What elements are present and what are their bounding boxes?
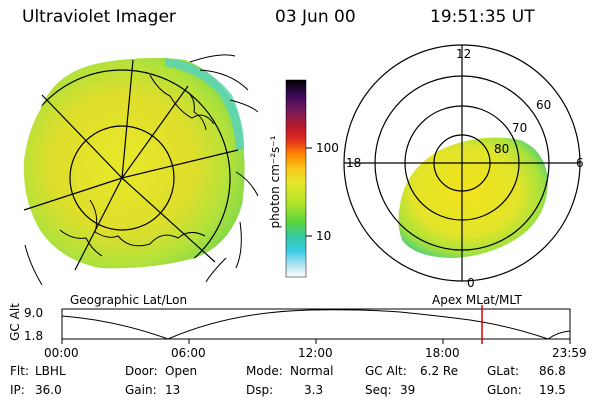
alt-ytick-9: 9.0 <box>24 306 44 320</box>
aurora-left <box>23 57 245 269</box>
polar-panel <box>343 44 581 282</box>
dsp-value: 3.3 <box>304 383 324 397</box>
seq-value: 39 <box>400 383 416 397</box>
mlt-label-18: 18 <box>346 156 362 170</box>
xtick-1200: 12:00 <box>298 346 333 360</box>
mode-label: Mode: <box>246 364 283 378</box>
glat-label: GLat: <box>487 364 520 378</box>
lat-label-60: 60 <box>536 98 552 112</box>
gain-label: Gain: <box>125 383 157 397</box>
xtick-2359: 23:59 <box>552 346 587 360</box>
date-label: 03 Jun 00 <box>275 7 356 27</box>
altitude-plot <box>61 305 571 344</box>
app-title: Ultraviolet Imager <box>22 7 176 27</box>
colorbar-tick-10: 10 <box>316 229 332 243</box>
xtick-0600: 06:00 <box>171 346 206 360</box>
time-label: 19:51:35 UT <box>430 7 535 27</box>
alt-ytick-1-8: 1.8 <box>24 329 44 343</box>
geographic-panel <box>23 54 259 286</box>
gain-value: 13 <box>165 383 181 397</box>
aurora-right <box>398 137 548 258</box>
flt-value: LBHL <box>35 364 66 378</box>
lat-label-80: 80 <box>494 142 510 156</box>
flt-label: Flt: <box>10 364 29 378</box>
xtick-1800: 18:00 <box>425 346 460 360</box>
alt-ylabel: GC Alt <box>8 303 22 341</box>
lat-label-70: 70 <box>512 121 528 135</box>
mlt-label-0: 0 <box>467 276 475 290</box>
mode-value: Normal <box>290 364 334 378</box>
seq-label: Seq: <box>365 383 392 397</box>
gcalt-value: 6.2 Re <box>420 364 459 378</box>
dsp-label: Dsp: <box>246 383 274 397</box>
colorbar-unit-label: photon cm⁻²s⁻¹ <box>268 135 282 229</box>
mlt-label-12: 12 <box>456 47 472 61</box>
colorbar <box>285 79 312 278</box>
mlt-label-6: 6 <box>576 156 584 170</box>
glon-label: GLon: <box>487 383 522 397</box>
ip-label: IP: <box>10 383 25 397</box>
colorbar-tick-100: 100 <box>316 141 339 155</box>
door-label: Door: <box>125 364 158 378</box>
gcalt-label: GC Alt: <box>365 364 407 378</box>
door-value: Open <box>165 364 198 378</box>
ip-value: 36.0 <box>35 383 62 397</box>
apex-caption: Apex MLat/MLT <box>432 293 522 307</box>
geographic-caption: Geographic Lat/Lon <box>70 293 188 307</box>
glon-value: 19.5 <box>539 383 566 397</box>
xtick-0000: 00:00 <box>44 346 79 360</box>
glat-value: 86.8 <box>539 364 566 378</box>
